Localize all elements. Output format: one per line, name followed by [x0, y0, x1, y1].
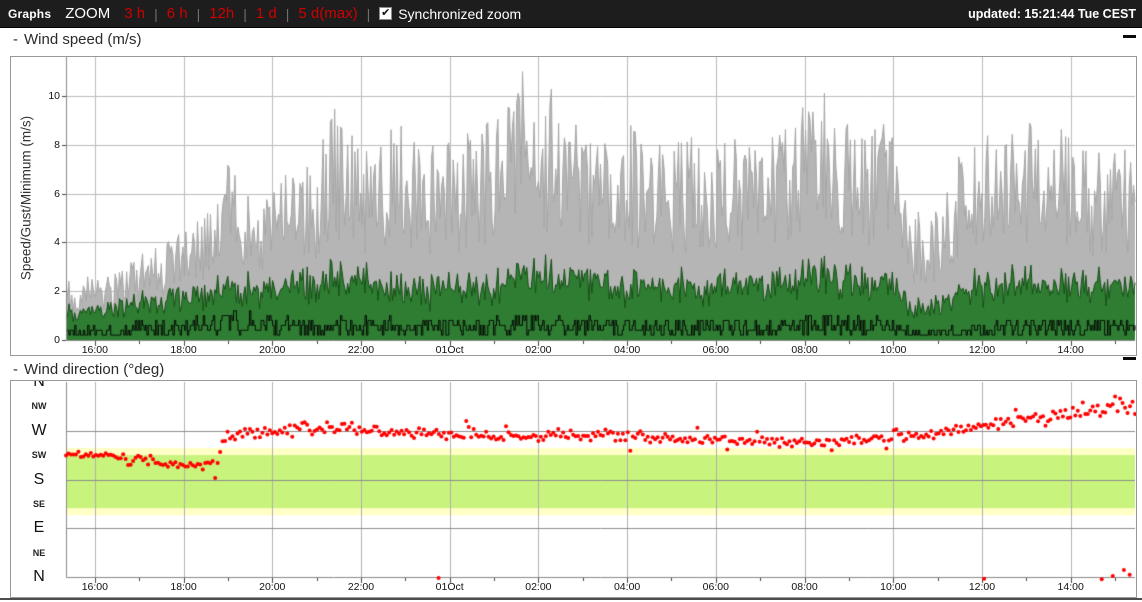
- x-tick-label: 08:00: [791, 344, 817, 356]
- wind-direction-collapse-icon[interactable]: [1123, 352, 1137, 364]
- wind-direction-chart-canvas[interactable]: [11, 381, 1136, 597]
- x-tick-label: 20:00: [259, 344, 285, 356]
- x-tick-label: 04:00: [614, 581, 640, 593]
- direction-label-ne-45: NE: [17, 548, 61, 558]
- zoom-range-3h[interactable]: 3 h: [124, 5, 145, 22]
- minus-icon: [1123, 357, 1136, 360]
- updated-timestamp: updated: 15:21:44 Tue CEST: [968, 7, 1136, 21]
- wind-direction-title-text: Wind direction (°deg): [24, 361, 164, 378]
- x-tick-label: 16:00: [82, 344, 108, 356]
- y-tick-label: 6: [14, 188, 60, 200]
- direction-label-n-360: N: [17, 380, 61, 391]
- divider: |: [367, 6, 371, 22]
- zoom-range-1d[interactable]: 1 d: [256, 5, 277, 22]
- x-tick-label: 18:00: [170, 581, 196, 593]
- wind-direction-collapse-prefix[interactable]: -: [13, 361, 18, 378]
- direction-label-nw-315: NW: [17, 401, 61, 411]
- zoom-label: ZOOM: [65, 5, 110, 22]
- sync-zoom-checkbox[interactable]: ✔: [379, 7, 392, 20]
- x-tick-label: 08:00: [791, 581, 817, 593]
- direction-label-e-90: E: [17, 519, 61, 537]
- zoom-range-12h[interactable]: 12h: [209, 5, 234, 22]
- y-tick-label: 8: [14, 139, 60, 151]
- x-tick-label: 01Oct: [436, 344, 464, 356]
- wind-direction-title: -Wind direction (°deg): [13, 361, 164, 378]
- direction-label-s-180: S: [17, 471, 61, 489]
- x-tick-label: 12:00: [969, 344, 995, 356]
- x-tick-label: 02:00: [525, 581, 551, 593]
- x-tick-label: 02:00: [525, 344, 551, 356]
- direction-label-se-135: SE: [17, 499, 61, 509]
- y-tick-label: 0: [14, 334, 60, 346]
- zoom-range-5dmax[interactable]: 5 d(max): [298, 5, 357, 22]
- x-tick-label: 16:00: [82, 581, 108, 593]
- y-tick-label: 4: [14, 236, 60, 248]
- x-tick-label: 22:00: [348, 344, 374, 356]
- wind-speed-title-text: Wind speed (m/s): [24, 31, 142, 48]
- y-tick-label: 10: [14, 90, 60, 102]
- x-tick-label: 14:00: [1058, 581, 1084, 593]
- direction-label-w-270: W: [17, 422, 61, 440]
- x-tick-label: 14:00: [1058, 344, 1084, 356]
- wind-speed-collapse-prefix[interactable]: -: [13, 31, 18, 48]
- x-tick-label: 22:00: [348, 581, 374, 593]
- top-toolbar: Graphs ZOOM 3 h | 6 h | 12h | 1 d | 5 d(max) | ✔ …: [0, 0, 1142, 28]
- x-tick-label: 01Oct: [436, 581, 464, 593]
- direction-label-n-0: N: [17, 568, 61, 586]
- sync-zoom-label: Synchronized zoom: [398, 6, 521, 22]
- divider: |: [154, 6, 158, 22]
- wind-speed-chart-canvas[interactable]: [11, 57, 1136, 355]
- sync-zoom-control[interactable]: ✔ Synchronized zoom: [379, 6, 521, 22]
- x-tick-label: 06:00: [703, 344, 729, 356]
- direction-label-sw-225: SW: [17, 450, 61, 460]
- divider: |: [197, 6, 201, 22]
- x-tick-label: 10:00: [880, 581, 906, 593]
- wind-speed-chart-panel: Speed/Gust/Minimum (m/s) 024681016:0018:…: [10, 56, 1137, 356]
- app-title: Graphs: [8, 7, 51, 21]
- x-tick-label: 20:00: [259, 581, 285, 593]
- wind-direction-chart-panel: N NW W SW S SE E NE N 16:00 18:00 20:00 22:00 01Oct 02…: [10, 380, 1137, 598]
- divider: |: [243, 6, 247, 22]
- zoom-range-6h[interactable]: 6 h: [167, 5, 188, 22]
- y-tick-label: 2: [14, 285, 60, 297]
- x-tick-label: 12:00: [969, 581, 995, 593]
- wind-speed-title: -Wind speed (m/s): [13, 31, 142, 48]
- bottom-divider: [0, 598, 1142, 600]
- wind-speed-collapse-icon[interactable]: [1123, 30, 1137, 42]
- divider: |: [286, 6, 290, 22]
- x-tick-label: 18:00: [170, 344, 196, 356]
- x-tick-label: 10:00: [880, 344, 906, 356]
- x-tick-label: 06:00: [703, 581, 729, 593]
- minus-icon: [1123, 35, 1136, 38]
- x-tick-label: 04:00: [614, 344, 640, 356]
- checkmark-icon: ✔: [381, 8, 390, 19]
- zoom-range-links: 3 h | 6 h | 12h | 1 d | 5 d(max) |: [122, 5, 377, 22]
- graphs-page: Graphs ZOOM 3 h | 6 h | 12h | 1 d | 5 d(max) | ✔ …: [0, 0, 1142, 602]
